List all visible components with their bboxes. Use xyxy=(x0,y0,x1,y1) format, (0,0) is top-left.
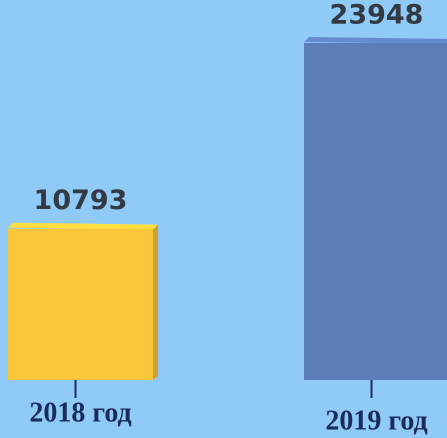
bar xyxy=(8,228,153,380)
bar-side xyxy=(153,224,158,380)
value-label: 10793 xyxy=(34,185,128,216)
bar xyxy=(304,43,447,380)
bar-top xyxy=(304,37,447,44)
x-tick-label: 2019 год xyxy=(325,405,427,436)
x-tick-label: 2018 год xyxy=(29,397,131,428)
value-label: 23948 xyxy=(330,0,424,31)
bar-top xyxy=(8,222,158,230)
